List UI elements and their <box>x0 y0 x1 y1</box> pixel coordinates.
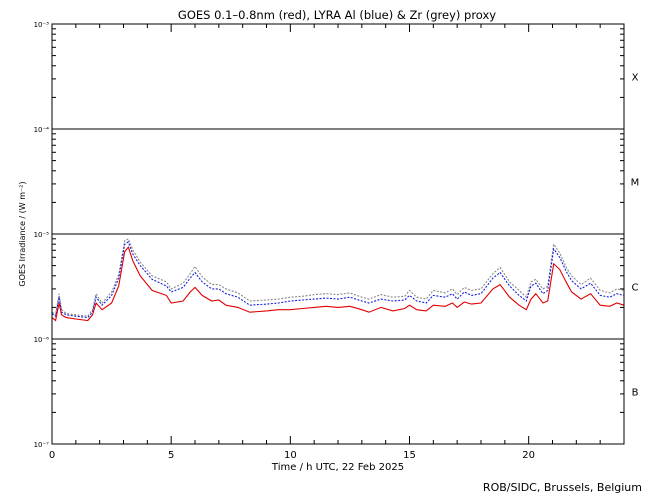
flare-class-label: B <box>632 388 639 399</box>
flare-class-label: M <box>631 178 640 189</box>
axes-layer: 0 5 10 15 20 10⁻³ 10⁻⁴ 10⁻⁵ 10⁻⁶ 10⁻⁷ X M C B <box>34 21 640 461</box>
y-tick-label: 10⁻⁵ <box>34 231 50 239</box>
x-tick-label: 20 <box>522 450 535 461</box>
credit-text: ROB/SIDC, Brussels, Belgium <box>482 481 642 494</box>
y-tick-label: 10⁻⁴ <box>34 126 50 134</box>
x-tick-label: 5 <box>168 450 174 461</box>
y-tick-label: 10⁻³ <box>34 21 50 29</box>
x-axis-label: Time / h UTC, 22 Feb 2025 <box>271 462 404 473</box>
x-tick-label: 0 <box>49 450 55 461</box>
series-line-lyra-zr <box>51 238 625 317</box>
series-line-goes-0-1-0-8nm <box>51 245 625 322</box>
y-tick-label: 10⁻⁶ <box>34 336 50 344</box>
series-layer <box>51 238 625 322</box>
x-tick-label: 10 <box>284 450 297 461</box>
series-line-lyra-al <box>51 241 625 319</box>
y-tick-label: 10⁻⁷ <box>34 441 50 449</box>
chart-title: GOES 0.1–0.8nm (red), LYRA Al (blue) & Z… <box>178 8 496 22</box>
flare-class-label: C <box>632 283 639 294</box>
x-tick-label: 15 <box>403 450 416 461</box>
flare-class-label: X <box>632 73 639 84</box>
y-axis-label: GOES Irradiance / (W m⁻²) <box>18 181 27 286</box>
class-boundary-lines <box>52 128 624 340</box>
